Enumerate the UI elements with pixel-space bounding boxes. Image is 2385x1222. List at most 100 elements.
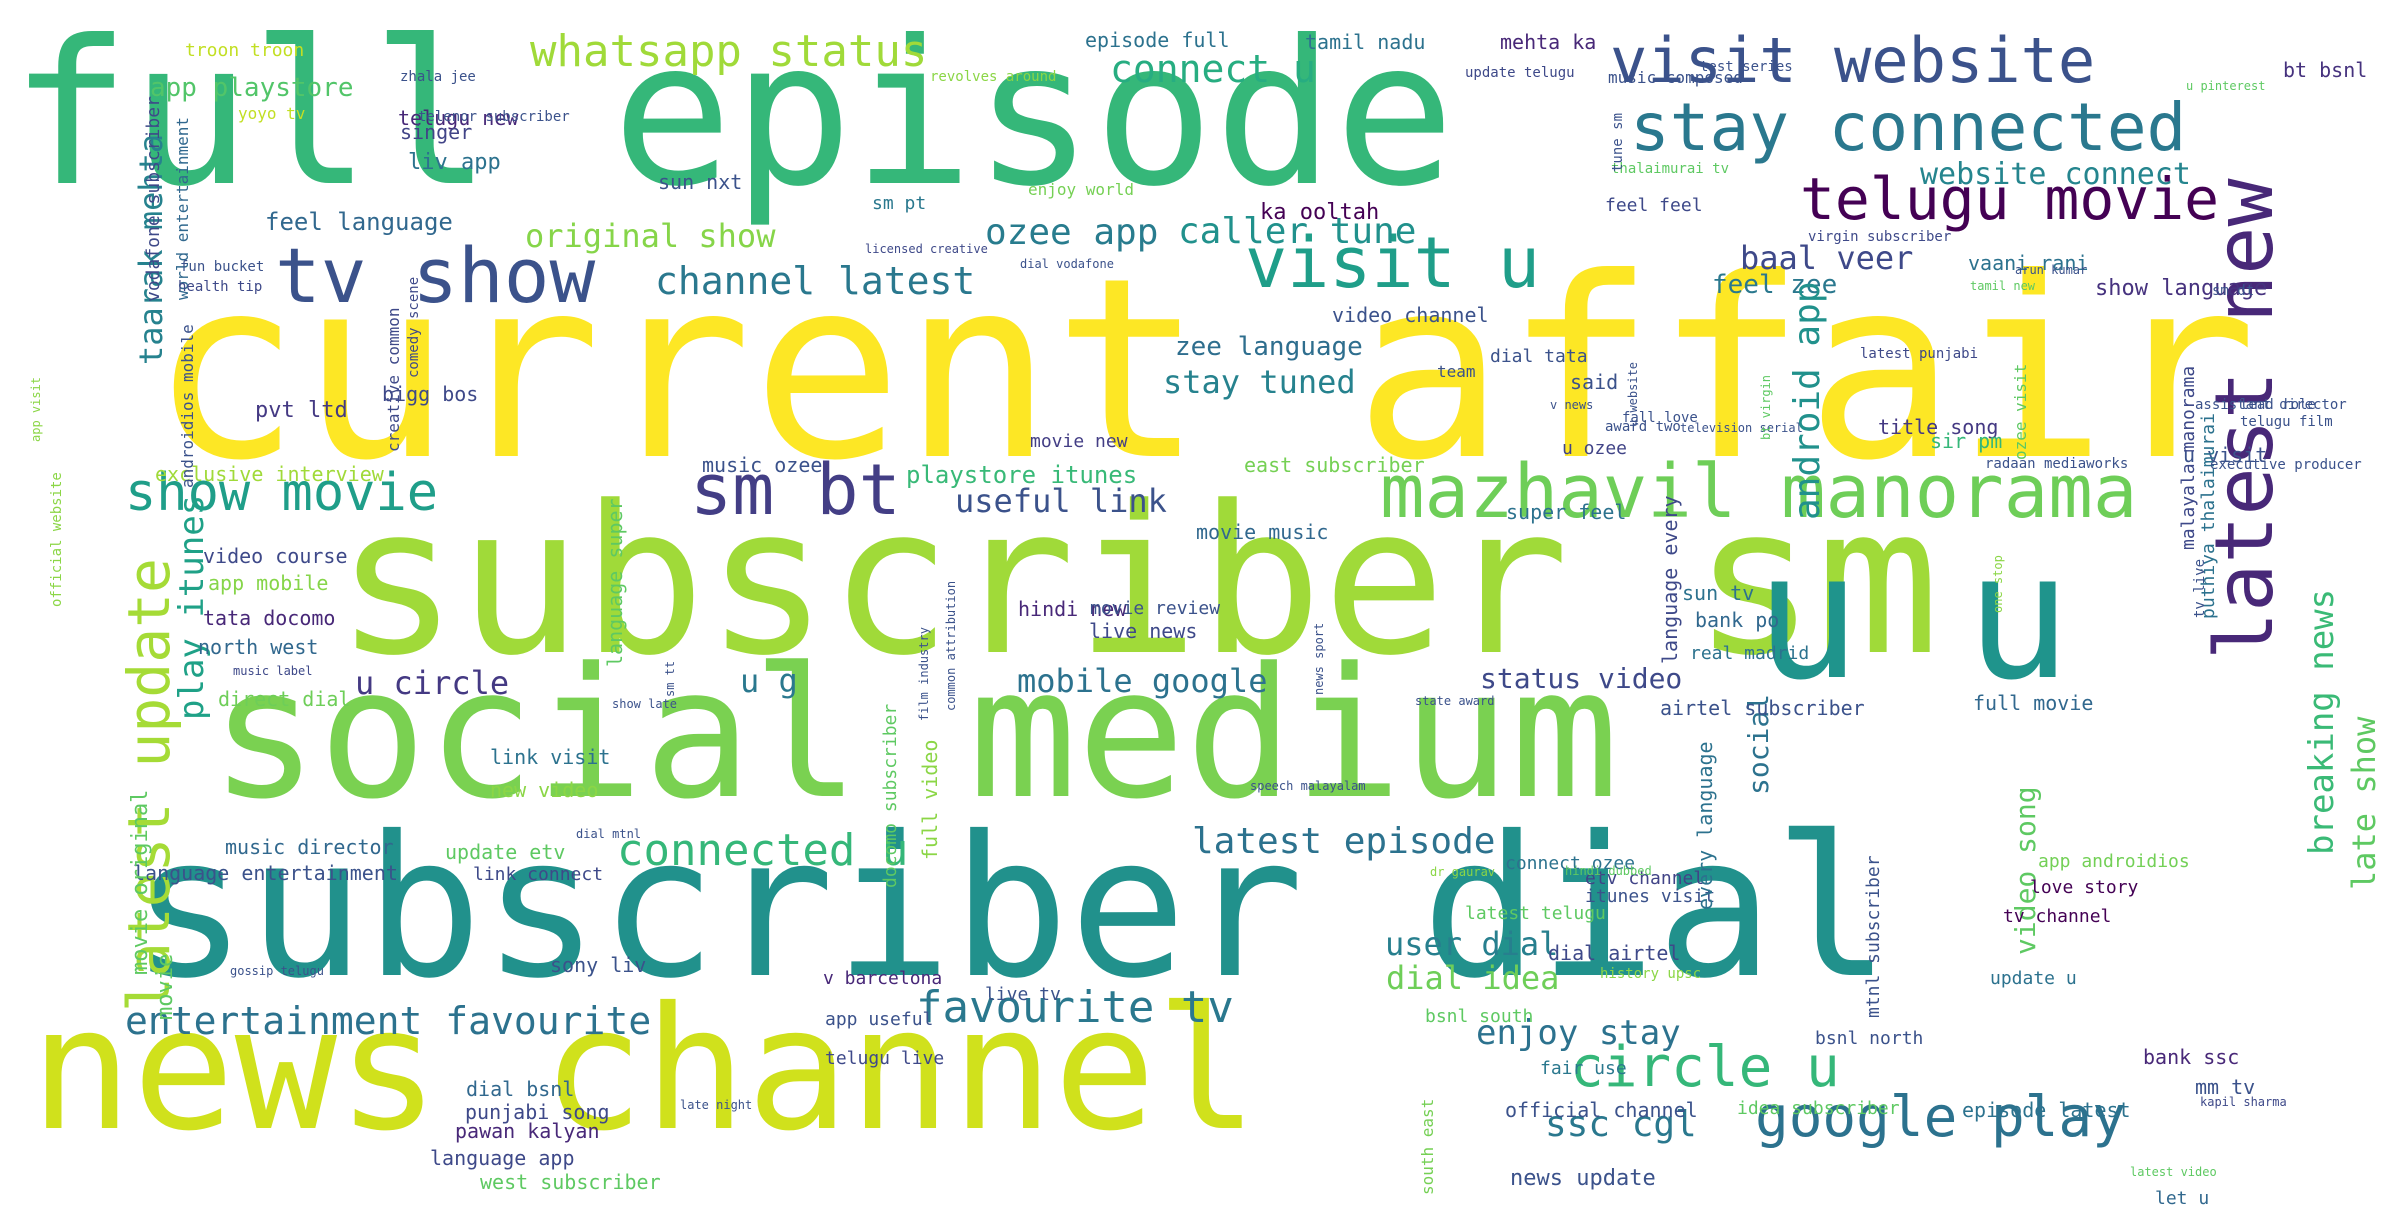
cloud-word: update u	[1990, 968, 2077, 989]
cloud-word: super feel	[1506, 500, 1627, 524]
cloud-word: news sport	[1312, 622, 1326, 695]
cloud-word: telugu live	[825, 1048, 945, 1069]
cloud-word: movie new	[1030, 431, 1128, 452]
cloud-word: music composed	[1608, 68, 1743, 87]
cloud-word: tata docomo	[203, 606, 336, 630]
cloud-word: bank po	[1695, 608, 1780, 632]
cloud-word: assistant director	[2195, 397, 2347, 413]
cloud-word: tv show	[275, 231, 596, 320]
cloud-word: tamil new	[1970, 279, 2036, 293]
cloud-word: fair use	[1540, 1058, 1627, 1079]
cloud-word: movie	[153, 953, 178, 1020]
cloud-word: app mobile	[208, 571, 329, 595]
cloud-word: west subscriber	[480, 1170, 661, 1194]
cloud-word: latest telugu	[1465, 903, 1606, 924]
cloud-word: full video	[918, 739, 942, 860]
cloud-word: entertainment favourite	[125, 999, 652, 1043]
cloud-word: mtnl subscriber	[1863, 855, 1884, 1018]
cloud-word: show movie	[125, 463, 439, 523]
cloud-word: caller tune	[1178, 211, 1417, 252]
cloud-word: south east	[1418, 1098, 1437, 1195]
cloud-word: google play	[1755, 1085, 2126, 1150]
cloud-word: bsnl north	[1815, 1028, 1924, 1049]
cloud-word: connected u	[617, 825, 909, 876]
cloud-word: exclusive interview	[155, 462, 384, 486]
cloud-word: pvt ltd	[255, 398, 348, 423]
cloud-word: ozee app	[985, 212, 1159, 253]
cloud-word: singer	[400, 120, 473, 144]
cloud-word: malayala manorama	[2178, 365, 2199, 550]
cloud-word: ka ooltah	[1260, 200, 1380, 225]
cloud-word: zee language	[1175, 332, 1363, 362]
cloud-word: tv channel	[2003, 906, 2112, 927]
cloud-word: enjoy stay	[1476, 1013, 1681, 1053]
cloud-word: breaking news	[2302, 588, 2342, 855]
cloud-word: episode latest	[1962, 1098, 2131, 1122]
cloud-word: test series	[1700, 59, 1793, 75]
cloud-word: radaan mediaworks	[1985, 456, 2129, 472]
cloud-word: pawan kalyan	[455, 1119, 600, 1143]
cloud-word: show late	[612, 697, 678, 711]
cloud-word: app androidios	[2038, 851, 2190, 872]
cloud-word: update telugu	[1465, 65, 1575, 81]
cloud-word: docomo subscriber	[880, 703, 901, 888]
cloud-word: social medium	[210, 630, 1619, 839]
cloud-word: team	[1437, 362, 1476, 381]
cloud-word: etv channel	[1585, 868, 1705, 889]
cloud-word: sun nxt	[658, 170, 743, 194]
cloud-word: bt bsnl	[2283, 58, 2368, 82]
cloud-word: video song	[2009, 786, 2042, 955]
cloud-word: kapil sharma	[2200, 1095, 2287, 1109]
cloud-word: health tip	[178, 279, 263, 295]
cloud-word: title song	[1878, 415, 1999, 439]
cloud-word: mazhavil manorama	[1380, 449, 2138, 535]
cloud-word: hindi dubbed	[1565, 864, 1652, 878]
cloud-word: sun tv	[1682, 581, 1755, 605]
cloud-word: one stop	[1991, 555, 2005, 613]
cloud-word: live news	[1089, 619, 1198, 643]
cloud-word: telugu film	[2240, 414, 2333, 430]
cloud-word: language every	[1658, 495, 1682, 664]
cloud-word: link visit	[490, 745, 611, 769]
cloud-word: ozee visit	[2011, 363, 2030, 460]
cloud-word: v barcelona	[823, 968, 943, 989]
cloud-word: telugu movie	[1800, 165, 2220, 233]
cloud-word: late show	[2345, 716, 2383, 890]
cloud-word: subscriber dial	[130, 794, 1891, 1021]
cloud-word: telugu new	[398, 106, 519, 130]
cloud-word: news channel	[30, 971, 1259, 1169]
cloud-word: live tv	[985, 984, 1061, 1005]
cloud-word: mobile google	[1017, 662, 1268, 700]
cloud-word: punjabi song	[465, 1100, 610, 1124]
cloud-word: troon troon	[185, 40, 305, 61]
cloud-word: android app	[1787, 281, 1828, 520]
cloud-word: u u	[1755, 516, 2072, 719]
cloud-word: video channel	[1332, 303, 1489, 327]
cloud-word: dial bsnl	[466, 1077, 575, 1101]
cloud-word: said	[1570, 370, 1619, 394]
cloud-word: u pinterest	[2186, 79, 2266, 93]
cloud-word: latest punjabi	[1860, 346, 1979, 362]
cloud-word: official website	[49, 472, 65, 607]
cloud-word: new video	[490, 778, 599, 802]
cloud-word: feel feel	[1605, 195, 1703, 216]
cloud-word: movie original	[128, 789, 153, 975]
cloud-word: music director	[225, 835, 394, 859]
cloud-word: full episode	[10, 0, 1455, 231]
cloud-word: airtel subscriber	[1660, 696, 1865, 720]
cloud-word: thalaimurai tv	[1611, 161, 1730, 177]
cloud-word: update etv	[445, 840, 566, 864]
cloud-word: original show	[525, 217, 776, 255]
cloud-word: full movie	[1973, 691, 2094, 715]
cloud-word: east subscriber	[1244, 453, 1425, 477]
cloud-word: official channel	[1505, 1098, 1698, 1122]
cloud-word: latest video	[2130, 1165, 2217, 1179]
cloud-word: u circle	[355, 664, 510, 702]
cloud-word: history upsc	[1600, 966, 1702, 982]
cloud-word: common attribution	[944, 580, 958, 711]
cloud-word: creative common	[384, 307, 403, 453]
cloud-word: film industry	[917, 627, 931, 721]
cloud-word: v news	[1550, 398, 1594, 412]
cloud-word: enjoy world	[1028, 180, 1134, 199]
cloud-word: bsnl south	[1425, 1006, 1534, 1027]
